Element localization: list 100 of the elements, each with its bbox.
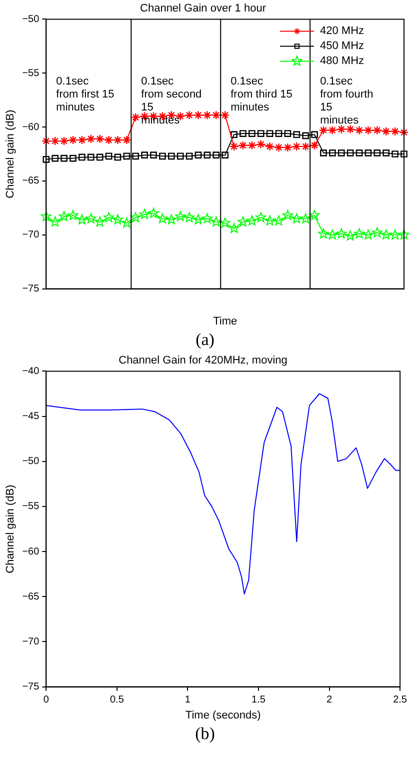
point bbox=[274, 142, 284, 152]
point bbox=[184, 212, 195, 222]
point bbox=[104, 135, 114, 145]
point bbox=[42, 156, 50, 163]
point bbox=[70, 154, 76, 162]
point bbox=[59, 136, 69, 146]
point bbox=[374, 149, 381, 156]
point bbox=[318, 228, 329, 238]
point bbox=[86, 213, 96, 224]
point bbox=[372, 126, 382, 135]
x-axis-title: Time (seconds) bbox=[185, 709, 261, 722]
point bbox=[256, 140, 266, 149]
point bbox=[398, 229, 410, 240]
point bbox=[356, 149, 363, 156]
point bbox=[354, 126, 364, 135]
point bbox=[50, 216, 60, 226]
point bbox=[87, 154, 94, 161]
point bbox=[230, 131, 238, 138]
point bbox=[76, 214, 88, 224]
point bbox=[122, 135, 132, 145]
text: (b) bbox=[194, 723, 216, 745]
point bbox=[141, 152, 148, 159]
point bbox=[257, 130, 264, 137]
point bbox=[246, 215, 258, 226]
point bbox=[310, 140, 320, 150]
x-tick-label: 0.5 bbox=[110, 694, 124, 706]
point bbox=[184, 110, 194, 120]
point bbox=[282, 210, 293, 220]
point bbox=[399, 128, 409, 138]
point bbox=[192, 214, 204, 224]
point bbox=[113, 135, 122, 145]
y-tick-label: −65 bbox=[22, 176, 40, 187]
point bbox=[78, 154, 86, 161]
point bbox=[220, 218, 230, 228]
point bbox=[150, 152, 157, 159]
point bbox=[168, 152, 175, 160]
point bbox=[293, 131, 300, 138]
point bbox=[346, 124, 355, 134]
point bbox=[77, 135, 87, 145]
point bbox=[212, 110, 221, 120]
point bbox=[247, 140, 257, 150]
point bbox=[202, 213, 212, 224]
point bbox=[318, 126, 328, 135]
point bbox=[329, 149, 336, 156]
y-tick-label: −50 bbox=[22, 456, 40, 468]
point bbox=[95, 134, 104, 144]
y-tick-label: −55 bbox=[22, 68, 40, 79]
point bbox=[380, 229, 392, 240]
point bbox=[123, 152, 130, 160]
point bbox=[248, 130, 256, 137]
point bbox=[210, 216, 222, 226]
point bbox=[311, 131, 318, 138]
point bbox=[175, 211, 186, 222]
point bbox=[50, 136, 60, 146]
point bbox=[139, 208, 150, 219]
point bbox=[336, 228, 347, 238]
point bbox=[336, 124, 346, 134]
point bbox=[382, 126, 391, 136]
y-tick-label: −70 bbox=[22, 230, 40, 241]
point bbox=[112, 214, 123, 224]
y-tick-label: −70 bbox=[22, 636, 40, 648]
x-tick-label: 2 bbox=[326, 694, 332, 706]
point bbox=[194, 110, 203, 120]
point bbox=[354, 228, 365, 238]
x-tick-label: 1.5 bbox=[252, 694, 266, 706]
point bbox=[58, 211, 70, 222]
x-axis-title: Time bbox=[213, 315, 238, 328]
point bbox=[364, 126, 373, 135]
point bbox=[382, 149, 390, 156]
x-tick-label: 0 bbox=[43, 694, 50, 706]
text: (a) bbox=[194, 329, 216, 351]
point bbox=[338, 149, 345, 156]
point bbox=[265, 142, 274, 152]
point bbox=[40, 211, 52, 222]
x-tick-label: 1 bbox=[184, 694, 191, 706]
point bbox=[229, 142, 239, 152]
y-tick-label: −45 bbox=[22, 411, 40, 422]
point bbox=[204, 152, 211, 159]
chart-title: Channel Gain for 420MHz, moving bbox=[118, 354, 288, 367]
point bbox=[220, 110, 230, 120]
point bbox=[86, 134, 96, 144]
y-tick-label: −75 bbox=[22, 284, 40, 295]
point bbox=[283, 142, 292, 152]
annotation: 0.1sec from first 15 minutes bbox=[56, 75, 114, 114]
point bbox=[284, 130, 292, 137]
point bbox=[274, 215, 284, 226]
y-tick-label: −40 bbox=[22, 366, 40, 377]
point bbox=[364, 149, 372, 156]
point bbox=[121, 218, 132, 228]
legend-label: 420 MHz bbox=[320, 25, 364, 38]
point bbox=[309, 210, 320, 220]
point bbox=[256, 212, 266, 222]
point bbox=[148, 208, 159, 218]
point bbox=[300, 213, 311, 224]
x-tick-label: 2.5 bbox=[393, 694, 408, 706]
point bbox=[275, 130, 282, 137]
point bbox=[176, 152, 184, 160]
point bbox=[362, 229, 374, 240]
point bbox=[390, 229, 400, 240]
y-tick-label: −55 bbox=[22, 501, 40, 512]
